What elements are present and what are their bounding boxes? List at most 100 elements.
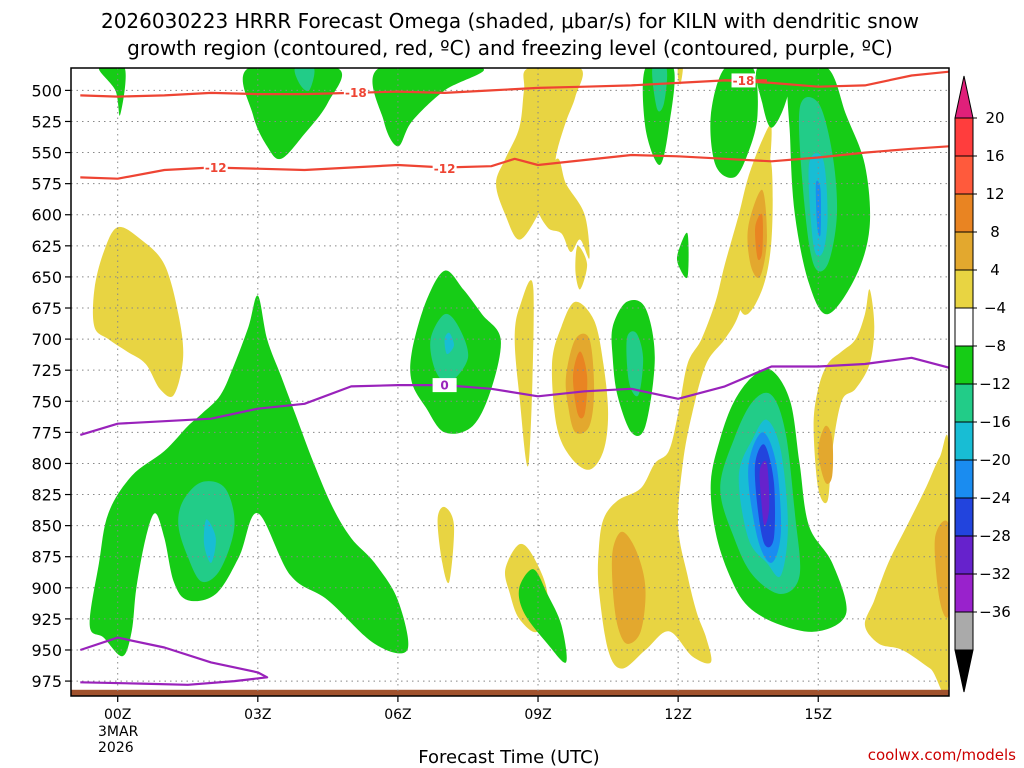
colorbar-label: −8 <box>984 337 1006 355</box>
colorbar-top-arrow <box>954 75 974 119</box>
colorbar: 20 16 12 8 4 −4 −8 −12 −16 −20 −24 −28 −32 −36 <box>954 75 1011 693</box>
contour-label-bg <box>432 161 457 176</box>
omega-positive-region <box>496 68 583 240</box>
ground-surface <box>71 689 949 696</box>
colorbar-label: −28 <box>979 527 1011 545</box>
x-tick-label: 00Z <box>104 707 131 723</box>
x-tick-label: 15Z <box>805 707 832 723</box>
y-tick-label: 650 <box>31 268 62 287</box>
y-tick-label: 975 <box>31 672 62 691</box>
y-tick-label: 600 <box>31 206 62 225</box>
y-tick-label: 900 <box>31 579 62 598</box>
dgz-contour-line <box>80 70 949 98</box>
contour-label: -18 <box>345 86 367 100</box>
contour-label: -12 <box>205 161 227 175</box>
omega-positive-region <box>514 280 534 467</box>
y-tick-label: 775 <box>31 423 62 442</box>
colorbar-swatch <box>954 459 974 499</box>
colorbar-swatch <box>954 155 974 195</box>
omega-positive-region <box>677 68 683 85</box>
colorbar-swatch <box>954 117 974 157</box>
colorbar-label: 20 <box>985 109 1004 127</box>
omega-negative-region <box>242 68 343 160</box>
omega-positive-region <box>818 425 834 484</box>
chart-title-line2: growth region (contoured, red, ºC) and f… <box>127 36 893 60</box>
y-tick-label: 625 <box>31 237 62 256</box>
contours: -18 -18 -12 -12 0 <box>79 70 949 686</box>
x-tick-label: 03Z <box>244 707 271 723</box>
colorbar-swatch <box>954 611 974 651</box>
freezing-level-line <box>79 356 949 436</box>
colorbar-swatch <box>954 345 974 385</box>
contour-label-bg <box>432 378 457 393</box>
contour-label: -12 <box>434 162 456 176</box>
contour-label-bg <box>203 160 228 175</box>
freezing-level-line <box>79 636 269 686</box>
omega-negative-region <box>518 569 567 663</box>
colorbar-swatch <box>954 535 974 575</box>
omega-positive-region <box>864 434 949 696</box>
omega-positive-region <box>934 520 949 618</box>
colorbar-label: −32 <box>979 565 1011 583</box>
omega-positive-region <box>575 245 588 290</box>
contour-label: -18 <box>733 74 755 88</box>
colorbar-swatch <box>954 307 974 347</box>
omega-negative-region <box>372 68 484 147</box>
omega-positive-region <box>755 213 763 261</box>
x-axis-title: Forecast Time (UTC) <box>418 747 599 768</box>
omega-negative-region <box>98 68 126 116</box>
colorbar-label: 12 <box>985 185 1004 203</box>
colorbar-bottom-arrow <box>954 649 974 693</box>
grid <box>71 68 949 696</box>
colorbar-label: −24 <box>979 489 1011 507</box>
y-tick-label: 575 <box>31 175 62 194</box>
y-tick-label: 675 <box>31 299 62 318</box>
colorbar-swatch <box>954 573 974 613</box>
colorbar-swatch <box>954 383 974 423</box>
colorbar-label: 4 <box>990 261 1000 279</box>
colorbar-swatch <box>954 269 974 309</box>
colorbar-label: −20 <box>979 451 1011 469</box>
y-tick-label: 875 <box>31 548 62 567</box>
chart-title-line1: 2026030223 HRRR Forecast Omega (shaded, … <box>101 9 919 33</box>
omega-negative-region <box>444 332 455 355</box>
omega-negative-region <box>815 180 822 237</box>
contour-label-bg <box>731 73 756 88</box>
y-tick-label: 525 <box>31 112 62 131</box>
contour-label-bg <box>343 85 368 100</box>
omega-positive-region <box>92 226 184 398</box>
omega-negative-region <box>89 295 409 657</box>
colorbar-swatch <box>954 193 974 233</box>
omega-positive-region <box>611 531 646 644</box>
y-tick-label: 750 <box>31 392 62 411</box>
y-tick-label: 850 <box>31 517 62 536</box>
x-tick-label: 12Z <box>664 707 691 723</box>
omega-negative-region <box>652 68 668 112</box>
omega-negative-region <box>710 68 758 178</box>
colorbar-label: 16 <box>985 147 1004 165</box>
omega-negative-region <box>203 519 216 563</box>
plot-area <box>71 68 949 696</box>
contour-label: 0 <box>440 379 448 393</box>
y-tick-label: 800 <box>31 454 62 473</box>
y-tick-label: 550 <box>31 144 62 163</box>
date-label-year: 2026 <box>98 740 134 756</box>
colorbar-swatch <box>954 497 974 537</box>
axes: 500 525 550 575 600 625 650 675 700 725 750 775 800 8… <box>31 81 831 723</box>
y-tick-label: 825 <box>31 486 62 505</box>
colorbar-swatch <box>954 231 974 271</box>
credit-link[interactable]: coolwx.com/models <box>868 746 1016 764</box>
omega-negative-region <box>759 460 770 526</box>
x-tick-label: 09Z <box>524 707 551 723</box>
y-tick-label: 925 <box>31 610 62 629</box>
y-tick-label: 500 <box>31 81 62 100</box>
colorbar-label: 8 <box>990 223 1000 241</box>
date-label-month: 3MAR <box>98 724 139 740</box>
colorbar-label: −4 <box>984 299 1006 317</box>
omega-positive-region <box>437 506 455 584</box>
colorbar-swatch <box>954 421 974 461</box>
y-tick-label: 950 <box>31 641 62 660</box>
plot-frame <box>70 67 950 697</box>
y-tick-label: 700 <box>31 330 62 349</box>
